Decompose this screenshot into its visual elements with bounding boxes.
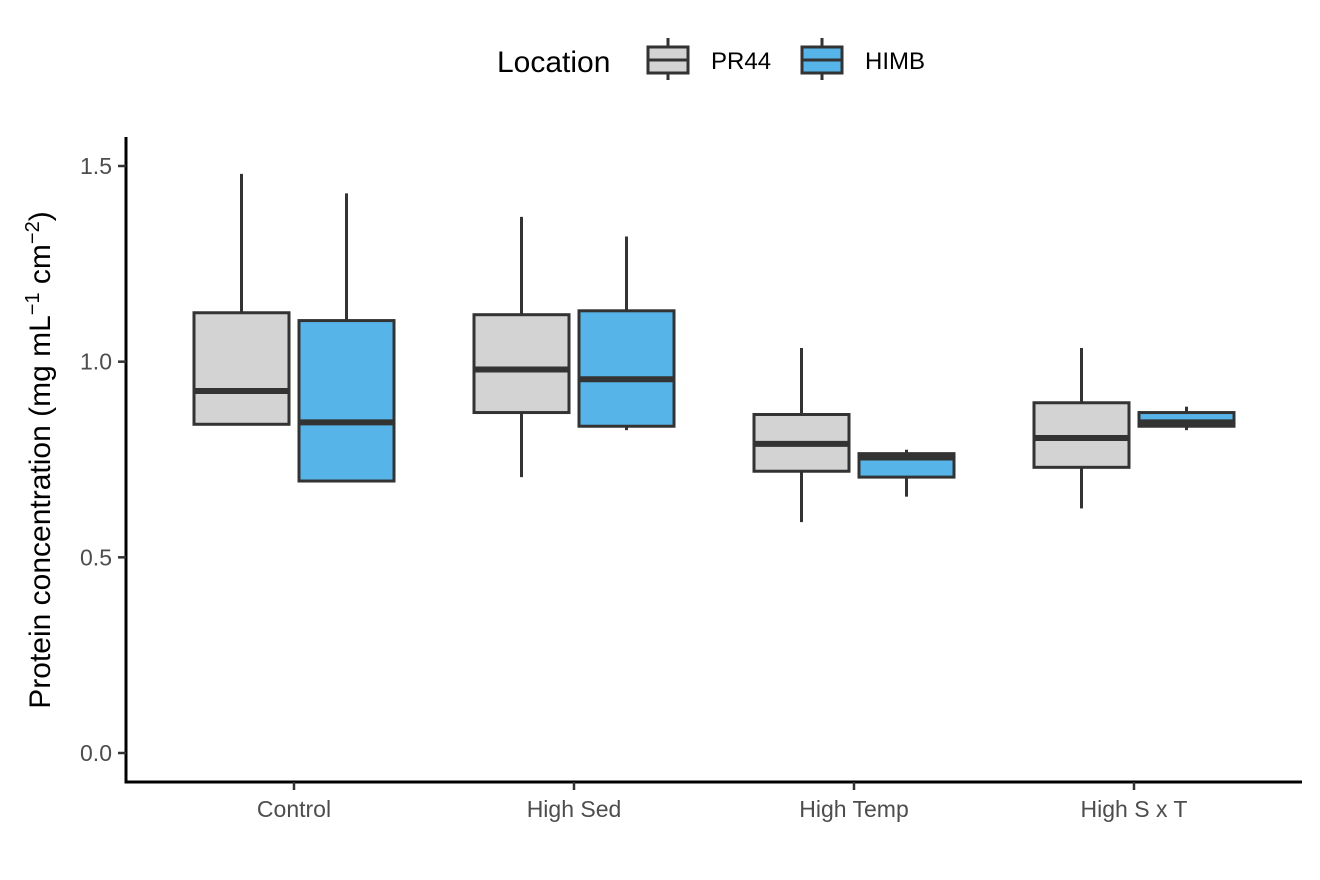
y-axis-title-part: cm [24, 244, 57, 292]
legend: Location PR44 HIMB [497, 38, 925, 80]
x-tick-label: High S x T [1081, 796, 1188, 822]
box-pr44-1 [472, 216, 571, 478]
y-axis-title-part: Protein concentration (mg mL [24, 315, 57, 709]
axes: 0.0 0.5 1.0 1.5 Control High Sed High Temp High… [22, 137, 1302, 822]
box-himb-1 [577, 236, 676, 431]
legend-key-pr44 [646, 38, 690, 80]
legend-label-pr44: PR44 [711, 48, 771, 75]
y-axis-title-superscript: −2 [22, 221, 44, 244]
box-iqr [577, 309, 676, 428]
legend-key-himb [800, 38, 844, 80]
box-iqr [297, 319, 396, 483]
y-axis-title-part: ) [24, 211, 57, 221]
box-pr44-0 [192, 173, 291, 426]
y-axis-title-superscript: −1 [22, 292, 44, 315]
y-tick-label: 1.5 [80, 153, 112, 179]
y-tick-label: 0.0 [80, 740, 112, 766]
legend-title: Location [497, 46, 610, 79]
box-himb-2 [857, 449, 956, 497]
y-axis-title: Protein concentration (mg mL−1 cm−2) [22, 211, 57, 708]
box-pr44-2 [752, 347, 851, 523]
box-iqr [472, 313, 571, 415]
box-iqr [192, 311, 291, 426]
box-himb-3 [1137, 406, 1236, 431]
y-tick-label: 0.5 [80, 544, 112, 570]
x-tick-label: Control [257, 796, 331, 822]
plot-marks [192, 173, 1236, 523]
box-himb-0 [297, 193, 396, 483]
x-tick-label: High Sed [527, 796, 622, 822]
x-tick-label: High Temp [799, 796, 909, 822]
box-pr44-3 [1032, 347, 1131, 509]
y-tick-label: 1.0 [80, 349, 112, 375]
legend-label-himb: HIMB [865, 48, 925, 75]
